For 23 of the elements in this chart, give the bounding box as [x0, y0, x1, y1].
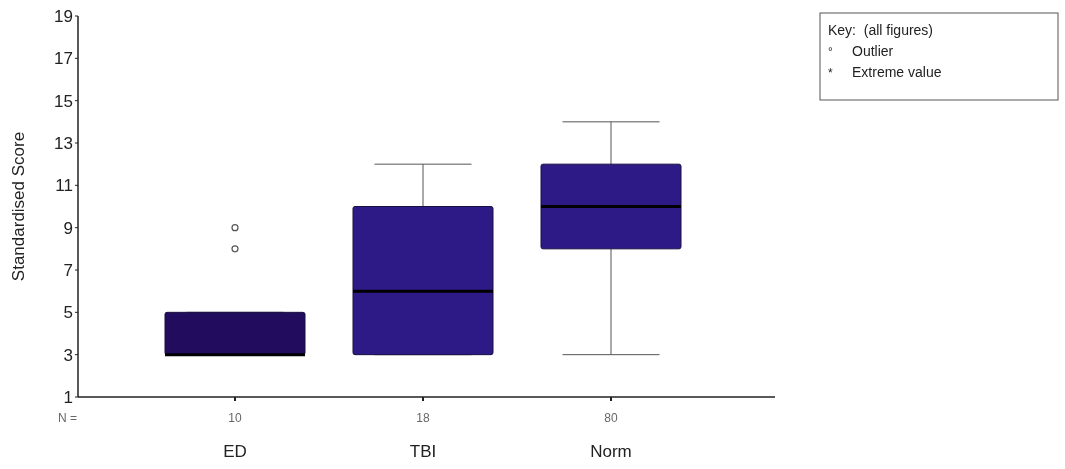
y-tick-label: 11	[55, 176, 73, 196]
y-tick-label: 9	[63, 218, 73, 238]
y-tick-label: 5	[63, 303, 73, 323]
y-tick-label: 1	[63, 387, 73, 407]
annotation: 10	[228, 411, 242, 425]
x-tick-label: TBI	[409, 442, 437, 461]
text: Outlier	[852, 43, 894, 59]
annotation: 80	[604, 411, 618, 425]
text: *	[828, 66, 833, 80]
y-tick-label: 15	[54, 91, 73, 111]
y-tick-label: 3	[63, 345, 73, 365]
annotation: 18	[416, 411, 430, 425]
text: N =	[58, 411, 78, 425]
y-tick-label: 19	[54, 6, 73, 26]
y-tick-label: 13	[54, 133, 73, 153]
x-tick-label: Norm	[590, 442, 632, 461]
text: Key: (all figures)	[828, 22, 934, 38]
y-tick-label: 17	[54, 49, 73, 69]
text: Extreme value	[852, 64, 942, 80]
text: °	[828, 45, 833, 59]
x-tick-label: ED	[223, 442, 247, 461]
y-axis-title: Standardised Score	[9, 131, 28, 282]
y-tick-label: 7	[63, 260, 73, 280]
